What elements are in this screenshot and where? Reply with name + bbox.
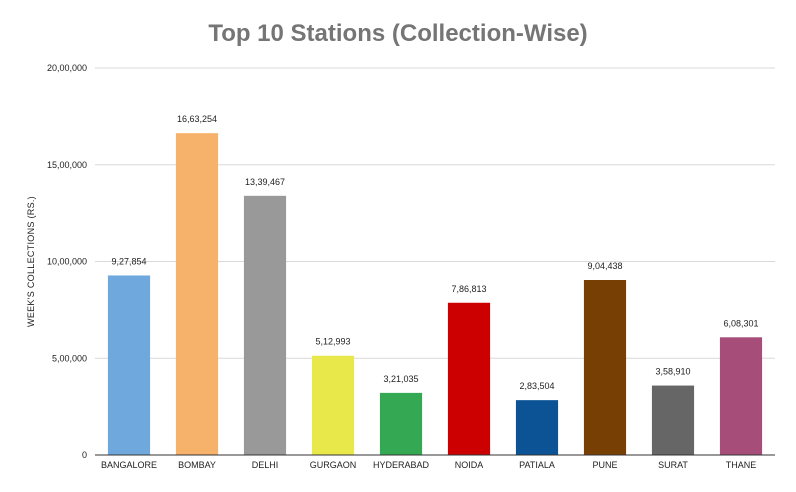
- bar-gurgaon: [311, 355, 355, 455]
- y-tick-label: 5,00,000: [52, 353, 87, 363]
- x-tick-label: PUNE: [592, 460, 617, 470]
- y-tick-label: 20,00,000: [47, 63, 87, 73]
- bar-hyderabad: [379, 392, 423, 455]
- y-axis-ticks: 0 5,00,000 10,00,000 15,00,000 20,00,000: [47, 63, 87, 460]
- data-label: 5,12,993: [315, 337, 350, 347]
- x-tick-label: NOIDA: [455, 460, 484, 470]
- data-label: 16,63,254: [177, 114, 217, 124]
- data-label: 3,21,035: [383, 374, 418, 384]
- x-tick-label: HYDERABAD: [373, 460, 430, 470]
- data-label: 9,27,854: [111, 256, 146, 266]
- data-label: 6,08,301: [723, 318, 758, 328]
- x-tick-label: SURAT: [658, 460, 688, 470]
- data-label: 7,86,813: [451, 284, 486, 294]
- chart-title: Top 10 Stations (Collection-Wise): [208, 20, 588, 47]
- bar-bombay: [175, 133, 219, 456]
- y-axis-label: WEEK'S COLLECTIONS (RS.): [26, 196, 36, 327]
- bars: [107, 133, 763, 456]
- bar-patiala: [515, 400, 559, 455]
- bar-thane: [719, 337, 763, 455]
- x-tick-label: DELHI: [252, 460, 279, 470]
- bar-bangalore: [107, 275, 151, 455]
- data-label: 2,83,504: [519, 381, 554, 391]
- y-tick-label: 10,00,000: [47, 257, 87, 267]
- data-label: 9,04,438: [587, 261, 622, 271]
- data-labels: 9,27,854 16,63,254 13,39,467 5,12,993 3,21,0…: [111, 114, 758, 391]
- bar-delhi: [243, 195, 287, 455]
- y-tick-label: 15,00,000: [47, 160, 87, 170]
- bar-surat: [651, 385, 695, 455]
- data-label: 13,39,467: [245, 177, 285, 187]
- x-tick-label: PATIALA: [519, 460, 555, 470]
- x-tick-label: GURGAON: [310, 460, 357, 470]
- x-tick-label: BOMBAY: [178, 460, 216, 470]
- y-tick-label: 0: [82, 450, 87, 460]
- bar-noida: [447, 302, 491, 455]
- x-tick-label: BANGALORE: [101, 460, 157, 470]
- data-label: 3,58,910: [655, 367, 690, 377]
- x-axis-ticks: BANGALORE BOMBAY DELHI GURGAON HYDERABAD NOID…: [101, 460, 756, 470]
- bar-pune: [583, 279, 627, 455]
- x-tick-label: THANE: [726, 460, 757, 470]
